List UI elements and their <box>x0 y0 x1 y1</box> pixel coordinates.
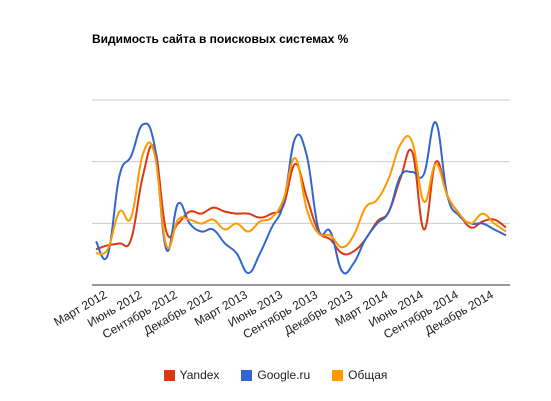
legend-label: Google.ru <box>257 368 311 382</box>
legend-label: Общая <box>348 368 388 382</box>
legend-item[interactable]: Google.ru <box>241 368 310 382</box>
legend-item[interactable]: Yandex <box>163 368 220 382</box>
legend-label: Yandex <box>179 368 220 382</box>
series-line-google-ru <box>95 121 507 275</box>
legend-swatch <box>241 369 253 381</box>
chart-title: Видимость сайта в поисковых системах % <box>92 32 349 46</box>
legend: Yandex Google.ru Общая <box>0 368 551 382</box>
legend-swatch <box>163 369 175 381</box>
legend-swatch <box>332 369 344 381</box>
legend-item[interactable]: Общая <box>332 368 387 382</box>
series-lines <box>95 121 507 275</box>
series-line-общая <box>95 134 507 256</box>
